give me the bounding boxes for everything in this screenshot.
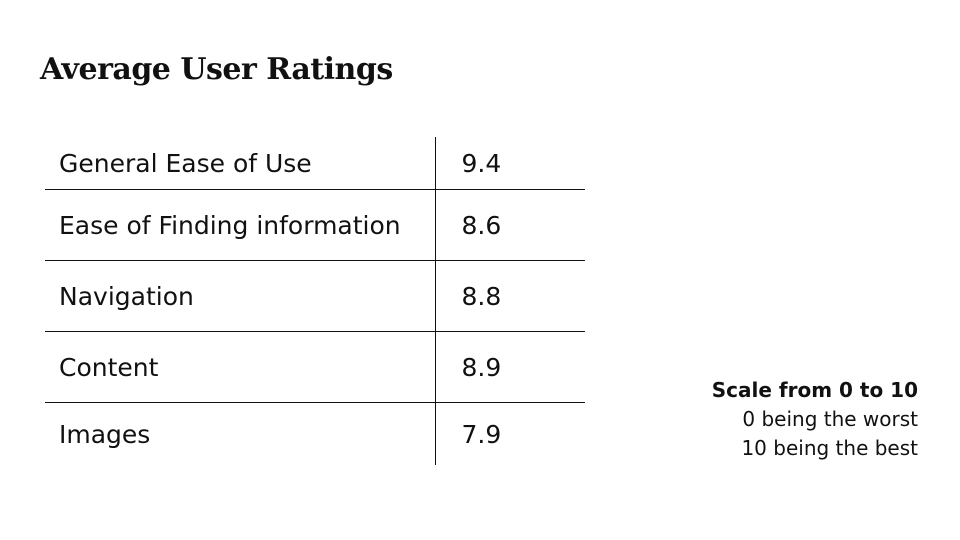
rating-label: Ease of Finding information	[45, 189, 436, 261]
scale-note-best: 10 being the best	[741, 436, 918, 460]
table-row: Navigation 8.8	[45, 260, 585, 332]
scale-note-title: Scale from 0 to 10	[711, 378, 918, 402]
rating-value: 7.9	[435, 402, 585, 465]
rating-value: 8.8	[435, 260, 585, 332]
rating-label: Content	[45, 331, 436, 403]
scale-note: Scale from 0 to 10 0 being the worst 10 …	[712, 376, 918, 463]
page-title: Average User Ratings	[40, 52, 393, 87]
table-row: Content 8.9	[45, 331, 585, 403]
ratings-table: General Ease of Use 9.4 Ease of Finding …	[45, 137, 585, 465]
scale-note-worst: 0 being the worst	[742, 407, 918, 431]
rating-label: Navigation	[45, 260, 436, 332]
table-row: General Ease of Use 9.4	[45, 137, 585, 190]
rating-label: General Ease of Use	[45, 137, 436, 190]
rating-value: 8.9	[435, 331, 585, 403]
table-row: Ease of Finding information 8.6	[45, 189, 585, 261]
rating-value: 9.4	[461, 148, 502, 178]
rating-value: 8.6	[435, 189, 585, 261]
rating-label: Images	[45, 402, 436, 465]
table-row: Images 7.9	[45, 402, 585, 465]
